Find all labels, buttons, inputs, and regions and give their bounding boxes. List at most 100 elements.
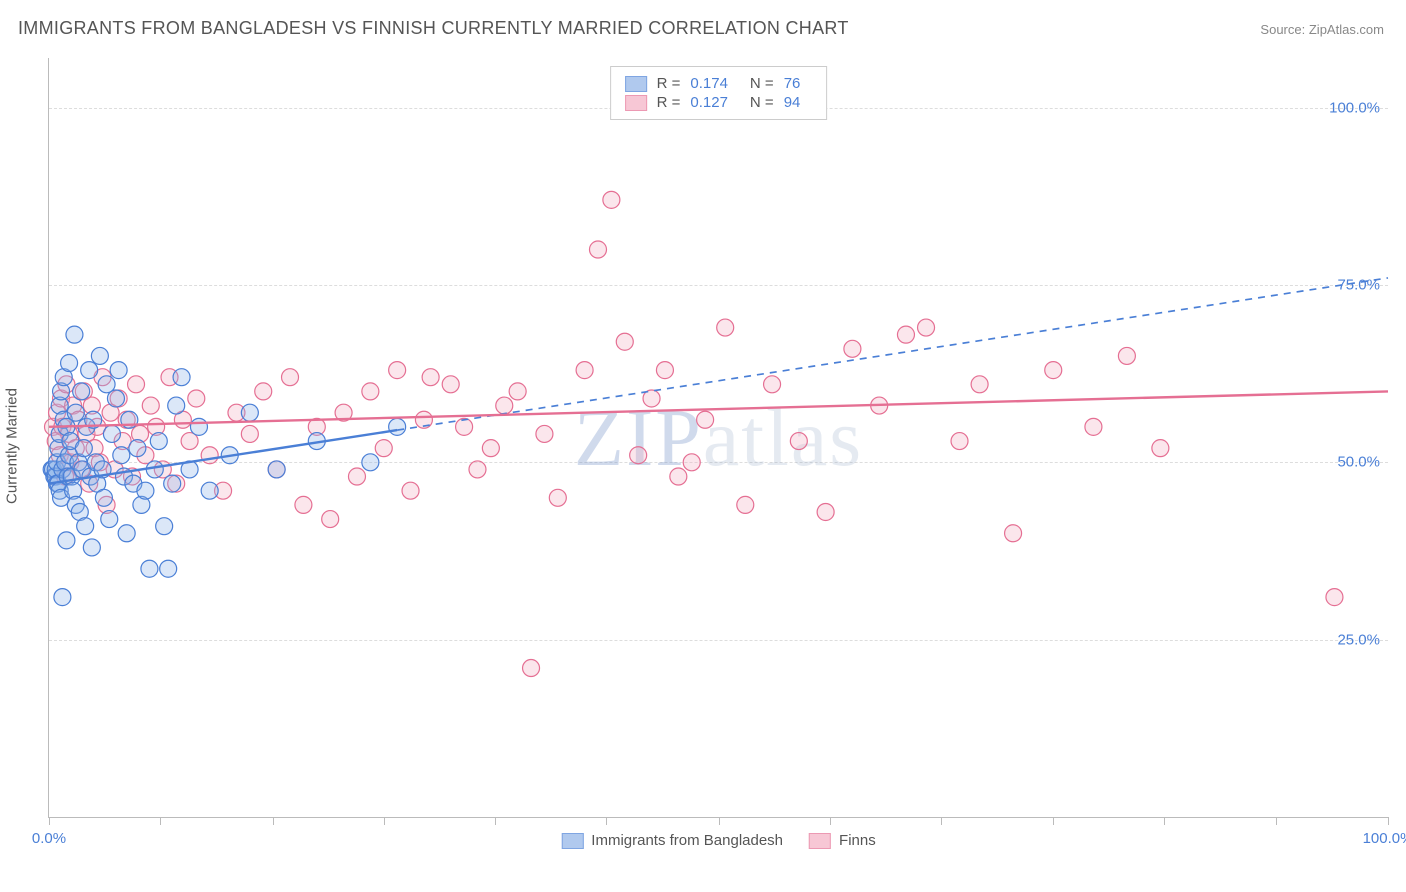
data-point (1152, 440, 1169, 457)
data-point (717, 319, 734, 336)
data-point (128, 376, 145, 393)
x-tick (273, 817, 274, 825)
data-point (951, 433, 968, 450)
source-attribution: Source: ZipAtlas.com (1260, 22, 1384, 37)
data-point (322, 511, 339, 528)
data-point (201, 482, 218, 499)
x-tick (606, 817, 607, 825)
x-tick (160, 817, 161, 825)
data-point (389, 362, 406, 379)
legend-swatch-finns (809, 833, 831, 849)
legend-r-value-2: 0.127 (690, 94, 728, 111)
x-tick (49, 817, 50, 825)
data-point (456, 418, 473, 435)
data-point (576, 362, 593, 379)
plot-area: ZIPatlas R = 0.174 N = 76 R = 0.127 N = … (48, 58, 1388, 818)
data-point (81, 362, 98, 379)
data-point (630, 447, 647, 464)
x-tick (384, 817, 385, 825)
data-point (589, 241, 606, 258)
x-tick (719, 817, 720, 825)
data-point (496, 397, 513, 414)
data-point (971, 376, 988, 393)
legend-r-label-1: R = (657, 75, 681, 92)
legend-n-label-2: N = (750, 94, 774, 111)
data-point (897, 326, 914, 343)
chart-svg (49, 58, 1388, 817)
legend-label-finns: Finns (839, 832, 876, 849)
x-tick (941, 817, 942, 825)
data-point (103, 425, 120, 442)
data-point (268, 461, 285, 478)
data-point (764, 376, 781, 393)
correlation-legend: R = 0.174 N = 76 R = 0.127 N = 94 (610, 66, 828, 120)
data-point (422, 369, 439, 386)
data-point (75, 440, 92, 457)
data-point (282, 369, 299, 386)
data-point (255, 383, 272, 400)
source-link[interactable]: ZipAtlas.com (1309, 22, 1384, 37)
data-point (1085, 418, 1102, 435)
series-legend: Immigrants from Bangladesh Finns (561, 832, 875, 849)
data-point (164, 475, 181, 492)
data-point (402, 482, 419, 499)
data-point (160, 560, 177, 577)
data-point (348, 468, 365, 485)
data-point (168, 397, 185, 414)
legend-row-series-2: R = 0.127 N = 94 (625, 94, 813, 111)
trend-line-dashed (397, 278, 1388, 430)
data-point (790, 433, 807, 450)
legend-row-series-1: R = 0.174 N = 76 (625, 75, 813, 92)
data-point (150, 433, 167, 450)
data-point (141, 560, 158, 577)
legend-n-value-2: 94 (784, 94, 801, 111)
data-point (241, 425, 258, 442)
legend-swatch-bangladesh (561, 833, 583, 849)
data-point (156, 518, 173, 535)
data-point (616, 333, 633, 350)
data-point (110, 362, 127, 379)
data-point (188, 390, 205, 407)
data-point (656, 362, 673, 379)
legend-r-value-1: 0.174 (690, 75, 728, 92)
data-point (295, 496, 312, 513)
data-point (549, 489, 566, 506)
data-point (918, 319, 935, 336)
data-point (683, 454, 700, 471)
data-point (844, 340, 861, 357)
data-point (95, 489, 112, 506)
x-tick-label: 100.0% (1363, 830, 1406, 847)
x-tick (830, 817, 831, 825)
data-point (362, 454, 379, 471)
legend-swatch-pink (625, 95, 647, 111)
data-point (73, 383, 90, 400)
data-point (58, 532, 75, 549)
data-point (137, 482, 154, 499)
source-label: Source: (1260, 22, 1305, 37)
data-point (817, 503, 834, 520)
data-point (536, 425, 553, 442)
y-axis-label: Currently Married (4, 388, 21, 504)
data-point (1118, 347, 1135, 364)
x-tick (1164, 817, 1165, 825)
x-tick (1388, 817, 1389, 825)
data-point (83, 539, 100, 556)
data-point (670, 468, 687, 485)
data-point (77, 518, 94, 535)
data-point (1045, 362, 1062, 379)
legend-n-label-1: N = (750, 75, 774, 92)
x-tick (495, 817, 496, 825)
data-point (509, 383, 526, 400)
legend-item-finns: Finns (809, 832, 876, 849)
data-point (375, 440, 392, 457)
legend-label-bangladesh: Immigrants from Bangladesh (591, 832, 783, 849)
data-point (523, 660, 540, 677)
data-point (362, 383, 379, 400)
data-point (91, 347, 108, 364)
data-point (442, 376, 459, 393)
data-point (737, 496, 754, 513)
data-point (201, 447, 218, 464)
data-point (67, 404, 84, 421)
data-point (129, 440, 146, 457)
x-tick (1053, 817, 1054, 825)
